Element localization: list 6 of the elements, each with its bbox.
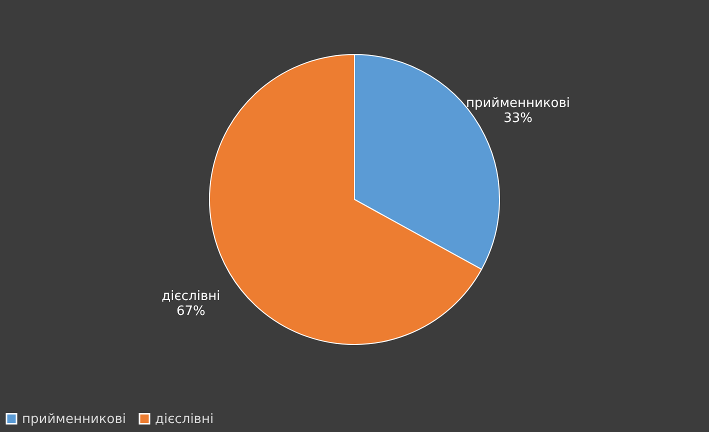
data-label: 67% (176, 304, 206, 320)
data-label: 33% (504, 110, 532, 126)
legend-label: прийменникові (22, 412, 126, 427)
slice-label: дієслівні (162, 289, 220, 304)
slice-label: прийменникові (466, 96, 570, 111)
legend-label: дієслівні (155, 412, 214, 427)
